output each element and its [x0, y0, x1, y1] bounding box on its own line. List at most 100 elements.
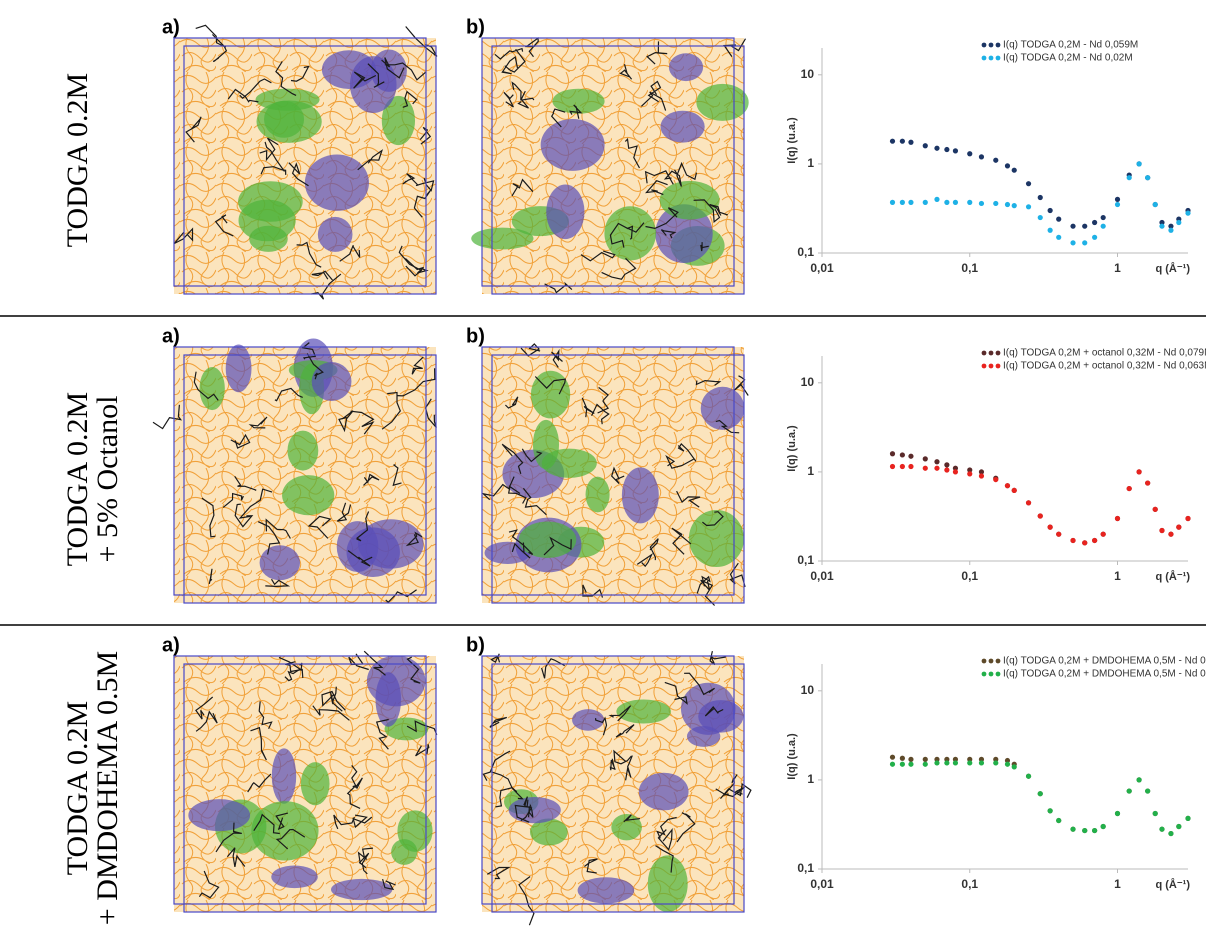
molecule	[239, 78, 272, 100]
aggregate	[188, 799, 251, 832]
data-point	[1126, 485, 1132, 492]
aggregate	[391, 839, 418, 865]
molecule	[665, 454, 694, 469]
cube-edge	[183, 45, 437, 295]
molecule	[384, 62, 426, 81]
data-point	[944, 467, 950, 473]
cube-edge	[173, 655, 427, 905]
data-point	[1126, 175, 1132, 181]
molecule	[511, 81, 526, 101]
cube-edge	[173, 37, 427, 287]
data-point	[1070, 240, 1076, 246]
data-point	[967, 199, 973, 205]
y-axis-label: I(q) (u.a.)	[786, 117, 798, 164]
data-point	[934, 459, 940, 465]
molecule	[647, 80, 662, 103]
panel-label: a)	[162, 325, 180, 347]
aggregate	[546, 184, 585, 240]
legend-marker	[988, 363, 994, 369]
y-tick-label: 10	[801, 375, 815, 389]
aggregate	[264, 100, 305, 138]
legend-marker	[981, 42, 987, 48]
molecule	[195, 710, 218, 732]
molecule	[601, 257, 637, 280]
molecule	[411, 356, 424, 375]
aggregate	[271, 865, 318, 889]
data-point	[1070, 826, 1076, 832]
legend-marker	[988, 42, 994, 48]
data-point	[1159, 527, 1165, 534]
aggregate	[638, 772, 689, 811]
aggregate	[225, 344, 252, 393]
molecule	[501, 443, 524, 474]
data-point	[1037, 194, 1043, 201]
molecule	[663, 170, 682, 187]
molecule	[257, 521, 281, 555]
molecule	[215, 822, 242, 853]
y-tick-label: 10	[801, 683, 815, 697]
molecule	[704, 706, 724, 717]
molecule	[358, 852, 370, 875]
data-point	[1185, 815, 1191, 821]
data-point	[944, 199, 950, 205]
data-point	[978, 760, 985, 766]
data-point	[922, 761, 928, 767]
molecule	[677, 442, 697, 462]
molecule	[660, 229, 677, 239]
x-axis-label: q (Å⁻¹)	[1155, 262, 1190, 275]
molecule	[581, 397, 595, 418]
molecule	[700, 242, 709, 252]
molecule	[528, 804, 534, 818]
data-point	[899, 761, 905, 767]
aggregate	[300, 762, 330, 806]
data-point	[889, 754, 896, 760]
data-point	[993, 157, 999, 163]
data-point	[1082, 223, 1088, 229]
x-axis-label: q (Å⁻¹)	[1155, 878, 1190, 891]
aggregate	[366, 655, 426, 707]
molecule	[487, 866, 511, 880]
data-point	[889, 199, 896, 205]
y-axis-label: I(q) (u.a.)	[786, 425, 798, 472]
legend-marker	[995, 363, 1001, 369]
molecule	[226, 847, 246, 868]
aggregate	[317, 216, 353, 252]
molecule	[402, 173, 419, 186]
legend-label: I(q) TODGA 0,2M + DMDOHEMA 0,5M - Nd 0,0…	[1003, 669, 1206, 680]
data-point	[1037, 513, 1043, 519]
legend-marker	[995, 350, 1001, 356]
molecule	[544, 281, 573, 294]
molecule	[312, 705, 350, 721]
data-point	[889, 761, 896, 767]
molecule	[522, 487, 547, 516]
molecule	[517, 97, 535, 109]
molecule	[310, 273, 342, 300]
molecule	[521, 448, 543, 463]
molecule	[152, 404, 183, 430]
data-point	[1185, 515, 1191, 522]
data-point	[1185, 210, 1191, 216]
molecule	[534, 376, 567, 395]
molecule	[214, 214, 234, 237]
aggregate	[358, 519, 424, 569]
data-point	[922, 465, 928, 471]
data-point	[889, 138, 896, 144]
aggregate	[696, 83, 749, 121]
molecule	[238, 488, 273, 519]
molecule	[222, 492, 244, 508]
molecule	[543, 536, 572, 556]
data-point	[978, 469, 985, 475]
molecule	[258, 701, 273, 730]
molecule	[260, 166, 287, 175]
molecule	[664, 681, 688, 705]
molecule	[671, 527, 692, 555]
data-point	[908, 453, 914, 459]
data-point	[889, 451, 896, 457]
data-point	[908, 756, 914, 762]
molecule	[655, 845, 674, 873]
y-tick-label: 0,1	[797, 553, 814, 567]
molecule	[495, 787, 518, 808]
data-point	[1100, 214, 1106, 221]
molecule	[609, 222, 629, 248]
molecule	[367, 63, 385, 88]
